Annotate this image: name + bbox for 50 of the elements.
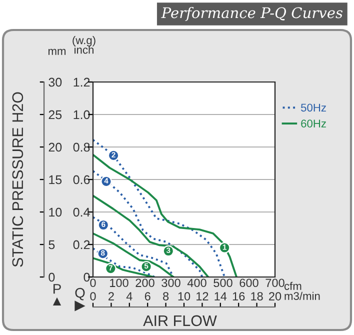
line-series: [93, 216, 174, 277]
x2-tick-label: 0: [90, 292, 96, 300]
y-tick-label: 10: [49, 208, 62, 217]
text: (w.g) inch: [72, 36, 96, 54]
y2-tick-label: 0.2: [73, 240, 90, 250]
x-tick-label: 400: [187, 278, 206, 288]
x2-tick-label: 14: [214, 292, 227, 300]
y-tick-label: 5: [48, 240, 55, 250]
x-tick-label: 0: [90, 278, 96, 288]
y-axis-title: STATIC PRESSURE H2O: [12, 92, 24, 267]
line-series: [93, 194, 210, 277]
line-series: [93, 257, 154, 277]
x-axis-title: AIR FLOW: [143, 315, 217, 326]
y2-tick-label: 0.8: [73, 142, 90, 152]
chart-title: Performance P-Q Curves: [161, 6, 342, 22]
x2-tick-label: 10: [178, 292, 190, 300]
x2-tick-label: 12: [196, 292, 208, 300]
x-tick-label: 200: [136, 278, 154, 288]
x2-tick-label: 6: [144, 292, 150, 300]
y2-tick-label: 1.2: [74, 78, 90, 87]
x-tick-label: 700: [266, 278, 284, 288]
x2-tick-label: 18: [251, 292, 263, 300]
y-tick-label: 15: [49, 175, 62, 184]
text: P ▲: [52, 284, 62, 306]
x-tick-label: 300: [162, 278, 180, 288]
x2-tick-label: 20: [269, 292, 282, 300]
legend-label: 60Hz: [301, 120, 326, 128]
y2-tick-label: 0.6: [73, 175, 90, 184]
text: Q ▶: [74, 288, 86, 312]
x2-tick-label: 8: [163, 292, 169, 300]
line-series: [93, 232, 174, 277]
text: cfm: [284, 282, 302, 290]
text: mm: [48, 48, 66, 55]
y2-tick-label: 1.0: [74, 110, 90, 120]
y-tick-label: 25: [48, 110, 62, 120]
line-series: [93, 138, 226, 277]
x2-tick-label: 16: [232, 292, 245, 300]
y2-tick-label: 0.4: [73, 208, 90, 217]
x2-tick-label: 4: [126, 292, 132, 300]
x-tick-label: 600: [240, 278, 258, 288]
text: m3/min: [284, 292, 320, 300]
line-series: [93, 154, 238, 277]
line-series: [93, 247, 156, 277]
x-tick-label: 500: [214, 278, 232, 288]
x-tick-label: 100: [110, 278, 128, 288]
y-tick-label: 30: [48, 78, 62, 87]
line-series: [93, 170, 204, 277]
y-tick-label: 20: [48, 142, 62, 152]
x2-tick-label: 2: [108, 292, 114, 300]
legend-label: 50Hz: [301, 104, 326, 112]
